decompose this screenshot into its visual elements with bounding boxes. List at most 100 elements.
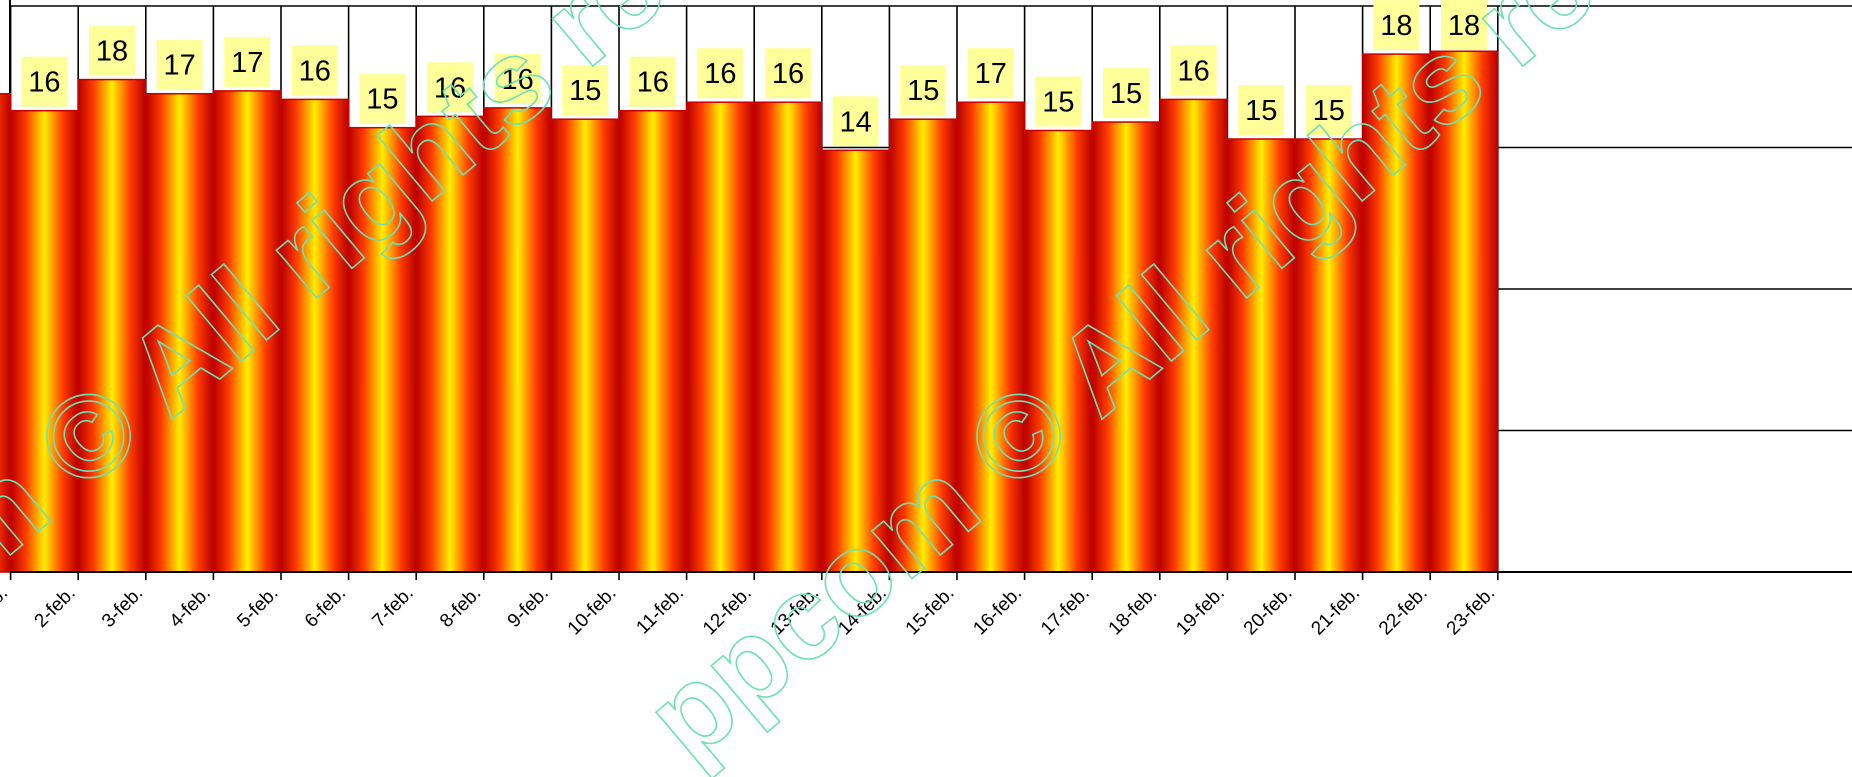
data-label-20-feb.: 15	[1238, 85, 1285, 136]
bar-10-feb.	[550, 118, 620, 573]
data-label-17-feb.: 15	[1035, 76, 1082, 127]
x-tick-label: 11-feb.	[632, 583, 688, 639]
data-label-box	[21, 56, 68, 107]
data-label-14-feb.: 14	[832, 96, 879, 147]
data-label-box	[1035, 76, 1082, 127]
data-label-text: 16	[772, 58, 804, 90]
data-label-box	[1373, 0, 1420, 51]
data-label-text: 15	[366, 84, 398, 116]
data-label-box	[1238, 85, 1285, 136]
data-label-box	[832, 96, 879, 147]
data-label-12-feb.: 16	[697, 48, 744, 99]
data-label-text: 15	[1313, 95, 1345, 127]
data-label-box	[494, 53, 541, 104]
data-label-box	[291, 45, 338, 96]
x-tick-label: 21-feb.	[1307, 583, 1364, 640]
data-labels: 1716181717161516161516161614151715151615…	[21, 0, 1487, 147]
data-label-text: 15	[1042, 87, 1074, 119]
x-tick-label: 20-feb.	[1240, 583, 1297, 640]
data-label-15-feb.: 15	[900, 65, 947, 116]
data-label-box	[89, 25, 135, 76]
data-label-text: 18	[1448, 10, 1480, 42]
data-label-text: 15	[1110, 78, 1142, 110]
x-tick-label: 4-feb.	[166, 583, 215, 632]
data-label-box	[1441, 0, 1487, 50]
bar-11-feb.	[618, 109, 688, 573]
x-tick-label: 3-feb.	[98, 583, 147, 632]
data-label-box	[629, 56, 676, 107]
data-label-10-feb.: 15	[562, 65, 609, 116]
bar-7-feb.	[348, 126, 417, 573]
x-tick-label: 19-feb.	[1172, 583, 1229, 640]
data-label-text: 16	[704, 58, 736, 90]
data-label-19-feb.: 16	[1170, 45, 1217, 96]
data-label-box	[156, 39, 203, 90]
data-label-9-feb.: 16	[494, 53, 541, 104]
data-label-box	[562, 65, 609, 116]
data-label-2-feb.: 16	[21, 56, 68, 107]
data-label-16-feb.: 17	[967, 48, 1014, 99]
data-label-text: 17	[975, 58, 1007, 90]
bars	[0, 50, 1499, 573]
data-label-4-feb.: 17	[156, 39, 203, 90]
data-label-3-feb.: 18	[89, 25, 135, 76]
data-label-text: 17	[163, 50, 195, 82]
data-label-text: 16	[28, 67, 60, 99]
data-label-22-feb.: 18	[1373, 0, 1420, 51]
x-tick-label: 9-feb.	[504, 583, 553, 632]
x-tick-label: 5-feb.	[233, 583, 282, 632]
data-label-box	[1103, 68, 1149, 119]
data-label-box	[967, 48, 1014, 99]
data-label-13-feb.: 16	[765, 48, 811, 99]
data-label-box	[427, 62, 473, 113]
x-tick-label: 16-feb.	[969, 583, 1026, 640]
bar-17-feb.	[1024, 129, 1093, 573]
data-label-23-feb.: 18	[1441, 0, 1487, 50]
data-label-box	[1170, 45, 1217, 96]
bar-13-feb.	[753, 101, 823, 573]
x-tick-label: 22-feb.	[1375, 583, 1432, 640]
bar-9-feb.	[483, 107, 552, 573]
data-label-text: 14	[839, 106, 871, 138]
bar-8-feb.	[415, 115, 485, 573]
data-label-box	[359, 73, 406, 124]
data-label-5-feb.: 17	[224, 36, 271, 87]
bar-20-feb.	[1226, 138, 1296, 573]
bar-12-feb.	[686, 101, 755, 573]
x-axis	[9, 571, 1852, 580]
x-tick-label: 6-feb.	[301, 583, 350, 632]
data-label-18-feb.: 15	[1103, 68, 1149, 119]
x-tick-label: 10-feb.	[564, 583, 621, 640]
data-label-text: 15	[569, 75, 601, 107]
bar-18-feb.	[1091, 121, 1161, 573]
data-label-11-feb.: 16	[629, 56, 676, 107]
bar-19-feb.	[1159, 98, 1228, 573]
data-label-8-feb.: 16	[427, 62, 473, 113]
data-label-box	[900, 65, 947, 116]
x-tick-label: 23-feb.	[1443, 583, 1500, 640]
data-label-text: 16	[501, 64, 533, 96]
bar-23-feb.	[1429, 50, 1499, 573]
data-label-text: 17	[231, 47, 263, 79]
data-label-text: 18	[1380, 10, 1412, 42]
data-label-text: 16	[637, 67, 669, 99]
bar-2-feb.	[10, 109, 79, 573]
data-label-text: 16	[1177, 55, 1209, 87]
data-label-text: 16	[434, 72, 466, 104]
data-label-7-feb.: 15	[359, 73, 406, 124]
data-label-text: 15	[907, 75, 939, 107]
data-label-text: 18	[96, 36, 128, 68]
data-label-box	[1305, 85, 1352, 136]
data-label-box	[697, 48, 744, 99]
x-tick-label: 18-feb.	[1105, 583, 1162, 640]
x-tick-label: 2-feb.	[31, 583, 80, 632]
data-label-box	[224, 36, 271, 87]
data-label-text: 15	[1245, 95, 1277, 127]
bar-16-feb.	[956, 101, 1026, 573]
x-tick-label: 17-feb.	[1037, 583, 1094, 640]
x-tick-label: 7-feb.	[369, 583, 418, 632]
x-tick-label: 8-feb.	[436, 583, 485, 632]
data-label-6-feb.: 16	[291, 45, 338, 96]
data-label-21-feb.: 15	[1305, 85, 1352, 136]
